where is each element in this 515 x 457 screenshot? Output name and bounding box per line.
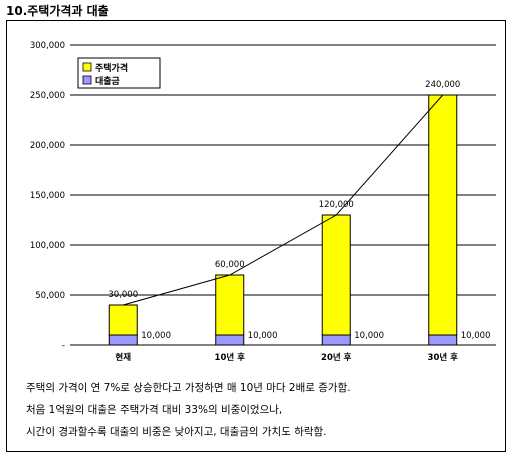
bar-loan	[108, 334, 138, 346]
note-line-3: 시간이 경과할수록 대출의 비중은 낮아지고, 대출금의 가치도 하락함.	[26, 426, 327, 438]
note-line-2: 처음 1억원의 대출은 주택가격 대비 33%의 비중이었으나,	[26, 404, 283, 416]
x-tick-label: 현재	[115, 352, 131, 363]
y-tick-label: -	[62, 341, 65, 351]
bar-loan	[321, 334, 351, 346]
legend	[77, 57, 161, 89]
legend-label: 주택가격	[95, 62, 128, 74]
data-label-house-price: 30,000	[108, 290, 138, 300]
y-tick-label: 300,000	[30, 41, 65, 51]
legend-swatch	[82, 62, 92, 72]
y-tick-label: 50,000	[35, 291, 65, 301]
chart-frame	[6, 20, 506, 452]
legend-label: 대출금	[95, 75, 121, 87]
y-tick-label: 150,000	[30, 191, 65, 201]
bar-house-price	[108, 304, 138, 336]
bar-house-price	[321, 214, 351, 336]
x-tick-label: 10년 후	[215, 352, 246, 363]
data-label-loan: 10,000	[354, 331, 384, 341]
y-tick-label: 200,000	[30, 141, 65, 151]
x-tick-label: 20년 후	[321, 352, 352, 363]
bar-loan	[428, 334, 458, 346]
bar-loan	[215, 334, 245, 346]
data-label-loan: 10,000	[461, 331, 491, 341]
y-tick-label: 250,000	[30, 91, 65, 101]
page-title: 10.주택가격과 대출	[6, 4, 109, 18]
note-line-1: 주택의 가격이 연 7%로 상승한다고 가정하면 매 10년 마다 2배로 증가…	[26, 382, 351, 394]
x-tick-label: 30년 후	[428, 352, 459, 363]
data-label-house-price: 240,000	[425, 80, 460, 90]
data-label-loan: 10,000	[248, 331, 278, 341]
legend-swatch	[82, 75, 92, 85]
y-tick-label: 100,000	[30, 241, 65, 251]
trend-line-house-price	[123, 94, 444, 306]
bar-house-price	[428, 94, 458, 336]
data-label-loan: 10,000	[141, 331, 171, 341]
data-label-house-price: 120,000	[319, 200, 354, 210]
bar-house-price	[215, 274, 245, 336]
data-label-house-price: 60,000	[215, 260, 245, 270]
